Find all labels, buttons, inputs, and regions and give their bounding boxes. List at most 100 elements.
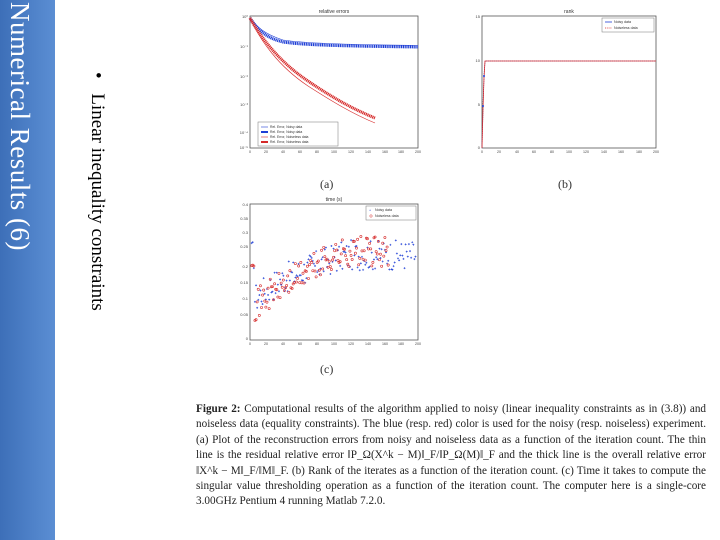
svg-text:Rel. Error, Noisy data: Rel. Error, Noisy data: [270, 125, 302, 129]
scatter-point-noiseless: [329, 268, 333, 271]
scatter-point-noisy: [365, 261, 368, 264]
scatter-point-noisy: [356, 266, 359, 269]
scatter-point-noiseless: [344, 254, 347, 258]
scatter-point-noisy: [406, 255, 409, 258]
scatter-point-noisy: [253, 300, 256, 303]
scatter-point-noiseless: [281, 278, 285, 282]
scatter-point-noiseless: [380, 264, 384, 268]
scatter-point-noisy: [270, 291, 273, 294]
scatter-point-noiseless: [288, 269, 292, 273]
svg-text:20: 20: [497, 150, 501, 154]
chart-c-legend: [365, 205, 417, 221]
svg-text:60: 60: [298, 342, 302, 346]
scatter-point-noisy: [347, 245, 350, 248]
scatter-point-noisy: [299, 274, 302, 277]
svg-text:80: 80: [315, 342, 319, 346]
scatter-point-noiseless: [295, 280, 298, 284]
svg-text:200: 200: [415, 342, 421, 346]
chart-a-legend: [257, 121, 339, 147]
scatter-point-noiseless: [368, 242, 372, 245]
scatter-point-noisy: [320, 258, 323, 261]
title-bar: Numerical Results (6): [0, 0, 55, 540]
scatter-point-noiseless: [362, 249, 366, 253]
legend-c-noiseless: Noiseless data: [375, 214, 399, 218]
scatter-point-noisy: [379, 257, 382, 260]
scatter-point-noisy: [370, 251, 373, 254]
svg-text:10⁻³: 10⁻³: [240, 102, 249, 107]
scatter-point-noiseless: [386, 263, 390, 267]
scatter-point-noisy: [257, 298, 260, 301]
subcaption-c: (c): [320, 362, 334, 376]
scatter-point-noisy: [389, 243, 392, 246]
scatter-point-noisy: [314, 264, 317, 267]
scatter-point-noiseless: [358, 256, 362, 260]
svg-text:+: +: [369, 209, 371, 213]
svg-text:20: 20: [264, 150, 268, 154]
scatter-point-noisy: [392, 265, 395, 268]
scatter-point-noisy: [339, 264, 342, 267]
scatter-point-noisy: [255, 284, 258, 287]
bullet-text: Linear inequality constraints: [87, 93, 108, 311]
scatter-point-noisy: [395, 252, 398, 255]
scatter-point-noiseless: [317, 268, 321, 272]
scatter-point-noiseless: [346, 262, 350, 266]
scatter-point-noiseless: [262, 288, 266, 292]
scatter-point-noiseless: [384, 249, 388, 252]
scatter-point-noisy: [381, 260, 384, 263]
scatter-point-noisy: [321, 256, 324, 259]
svg-text:60: 60: [532, 150, 536, 154]
scatter-point-noiseless: [290, 287, 294, 290]
scatter-point-noiseless: [312, 251, 316, 255]
svg-text:0.3: 0.3: [242, 230, 248, 235]
scatter-point-noiseless: [320, 248, 323, 252]
scatter-point-noisy: [268, 298, 271, 301]
bullet-dot: •: [87, 72, 108, 79]
scatter-point-noisy: [344, 251, 347, 254]
scatter-point-noisy: [394, 239, 397, 242]
scatter-point-noiseless: [345, 258, 349, 262]
scatter-point-noisy: [276, 283, 279, 286]
svg-text:0.05: 0.05: [240, 312, 249, 317]
scatter-point-noiseless: [255, 300, 259, 304]
scatter-point-noiseless: [349, 253, 353, 257]
legend-b-noisy: Noisy data: [614, 20, 631, 24]
scatter-point-noiseless: [382, 254, 386, 258]
svg-text:80: 80: [315, 150, 319, 154]
scatter-point-noisy: [393, 261, 396, 264]
scatter-point-noiseless: [283, 289, 286, 292]
scatter-point-noiseless: [338, 260, 342, 264]
scatter-point-noiseless: [299, 260, 303, 264]
svg-text:0.1: 0.1: [242, 296, 248, 301]
scatter-point-noisy: [334, 259, 337, 262]
scatter-point-noisy: [413, 258, 416, 261]
scatter-point-noiseless: [343, 247, 346, 251]
svg-text:40: 40: [281, 342, 285, 346]
scatter-point-noiseless: [267, 307, 271, 311]
scatter-point-noiseless: [350, 258, 354, 261]
svg-text:160: 160: [382, 150, 388, 154]
scatter-point-noisy: [357, 255, 360, 258]
scatter-point-noisy: [407, 243, 410, 246]
scatter-point-noisy: [335, 269, 338, 272]
svg-text:10⁻⁵: 10⁻⁵: [240, 145, 249, 150]
scatter-point-noisy: [358, 269, 361, 272]
scatter-point-noisy: [316, 271, 319, 274]
scatter-point-noisy: [375, 256, 378, 259]
scatter-point-noisy: [259, 289, 262, 292]
scatter-point-noisy: [372, 258, 375, 261]
scatter-point-noiseless: [366, 237, 369, 241]
scatter-point-noiseless: [335, 248, 339, 252]
scatter-point-noisy: [338, 245, 341, 248]
scatter-point-noiseless: [336, 258, 340, 262]
scatter-point-noisy: [398, 259, 401, 262]
scatter-point-noisy: [397, 257, 400, 260]
svg-text:0.25: 0.25: [240, 244, 249, 249]
scatter-point-noiseless: [280, 285, 284, 289]
scatter-point-noiseless: [302, 281, 306, 285]
scatter-point-noiseless: [277, 271, 281, 275]
scatter-point-noiseless: [357, 263, 361, 267]
scatter-point-noiseless: [325, 257, 329, 261]
scatter-point-noisy: [399, 254, 402, 257]
scatter-point-noisy: [387, 259, 390, 262]
scatter-point-noisy: [402, 257, 405, 260]
